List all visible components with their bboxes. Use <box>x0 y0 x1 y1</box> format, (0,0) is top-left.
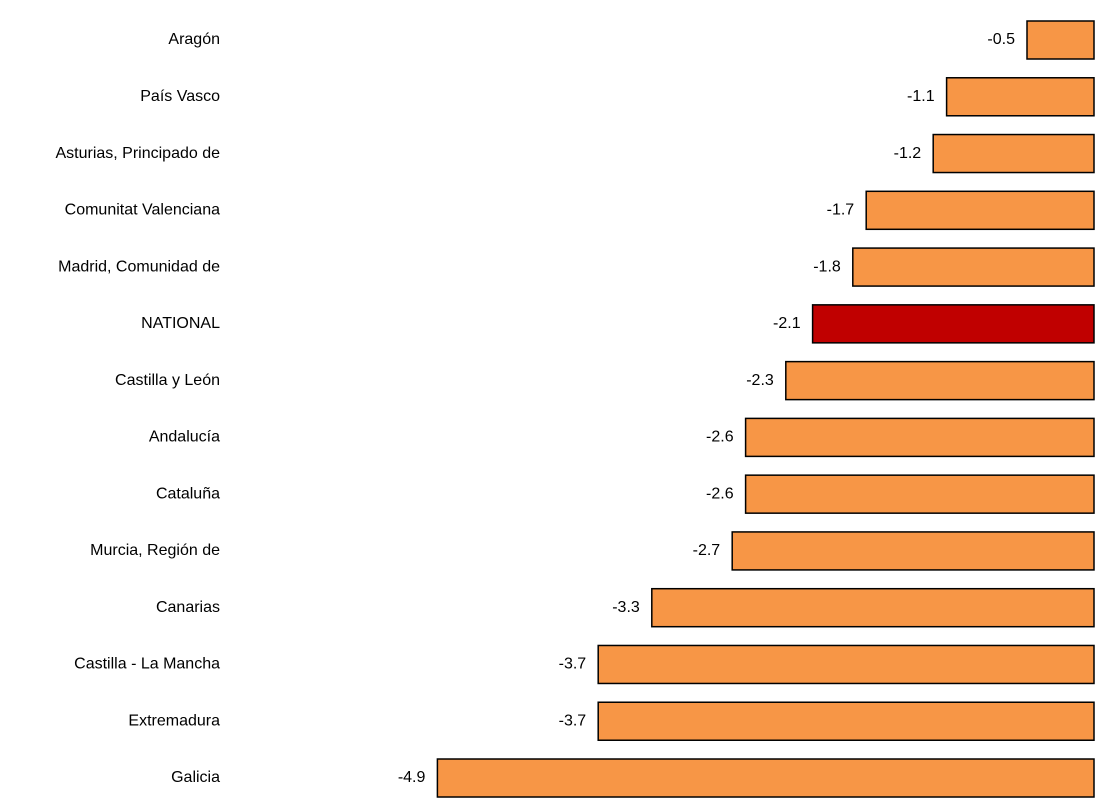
value-label: -1.8 <box>813 258 841 275</box>
bar <box>945 77 1095 117</box>
category-label: Andalucía <box>149 429 220 446</box>
value-label: -2.6 <box>706 429 734 446</box>
category-label: Castilla y León <box>115 372 220 389</box>
value-label: -3.7 <box>559 712 587 729</box>
category-label: Cataluña <box>156 485 220 502</box>
bar <box>932 133 1095 174</box>
category-label: Murcia, Región de <box>90 542 220 559</box>
category-label: País Vasco <box>140 88 220 105</box>
category-label: Canarias <box>156 599 220 616</box>
value-label: -2.3 <box>746 372 774 389</box>
value-label: -1.2 <box>894 145 922 162</box>
bar <box>597 701 1095 741</box>
category-label: Madrid, Comunidad de <box>58 258 220 275</box>
bar <box>436 758 1095 798</box>
category-label: Asturias, Principado de <box>55 145 220 162</box>
bar <box>785 360 1095 401</box>
bar <box>1026 20 1095 60</box>
bar <box>651 587 1095 628</box>
value-label: -1.1 <box>907 88 935 105</box>
value-label: -3.7 <box>559 656 587 673</box>
category-label: Aragón <box>168 31 220 48</box>
value-label: -2.1 <box>773 315 801 332</box>
bar <box>744 417 1095 458</box>
value-label: -3.3 <box>612 599 640 616</box>
category-label: Castilla - La Mancha <box>74 656 220 673</box>
bar <box>852 247 1095 287</box>
bar <box>865 190 1095 231</box>
category-label: NATIONAL <box>141 315 220 332</box>
category-label: Extremadura <box>128 712 220 729</box>
value-label: -2.7 <box>693 542 721 559</box>
bar <box>811 304 1095 344</box>
value-label: -1.7 <box>827 202 855 219</box>
bar <box>744 474 1095 514</box>
value-label: -2.6 <box>706 485 734 502</box>
value-label: -4.9 <box>398 769 426 786</box>
value-label: -0.5 <box>987 31 1015 48</box>
category-label: Galicia <box>171 769 220 786</box>
category-label: Comunitat Valenciana <box>65 202 220 219</box>
bar <box>731 531 1095 571</box>
bar <box>597 644 1095 685</box>
